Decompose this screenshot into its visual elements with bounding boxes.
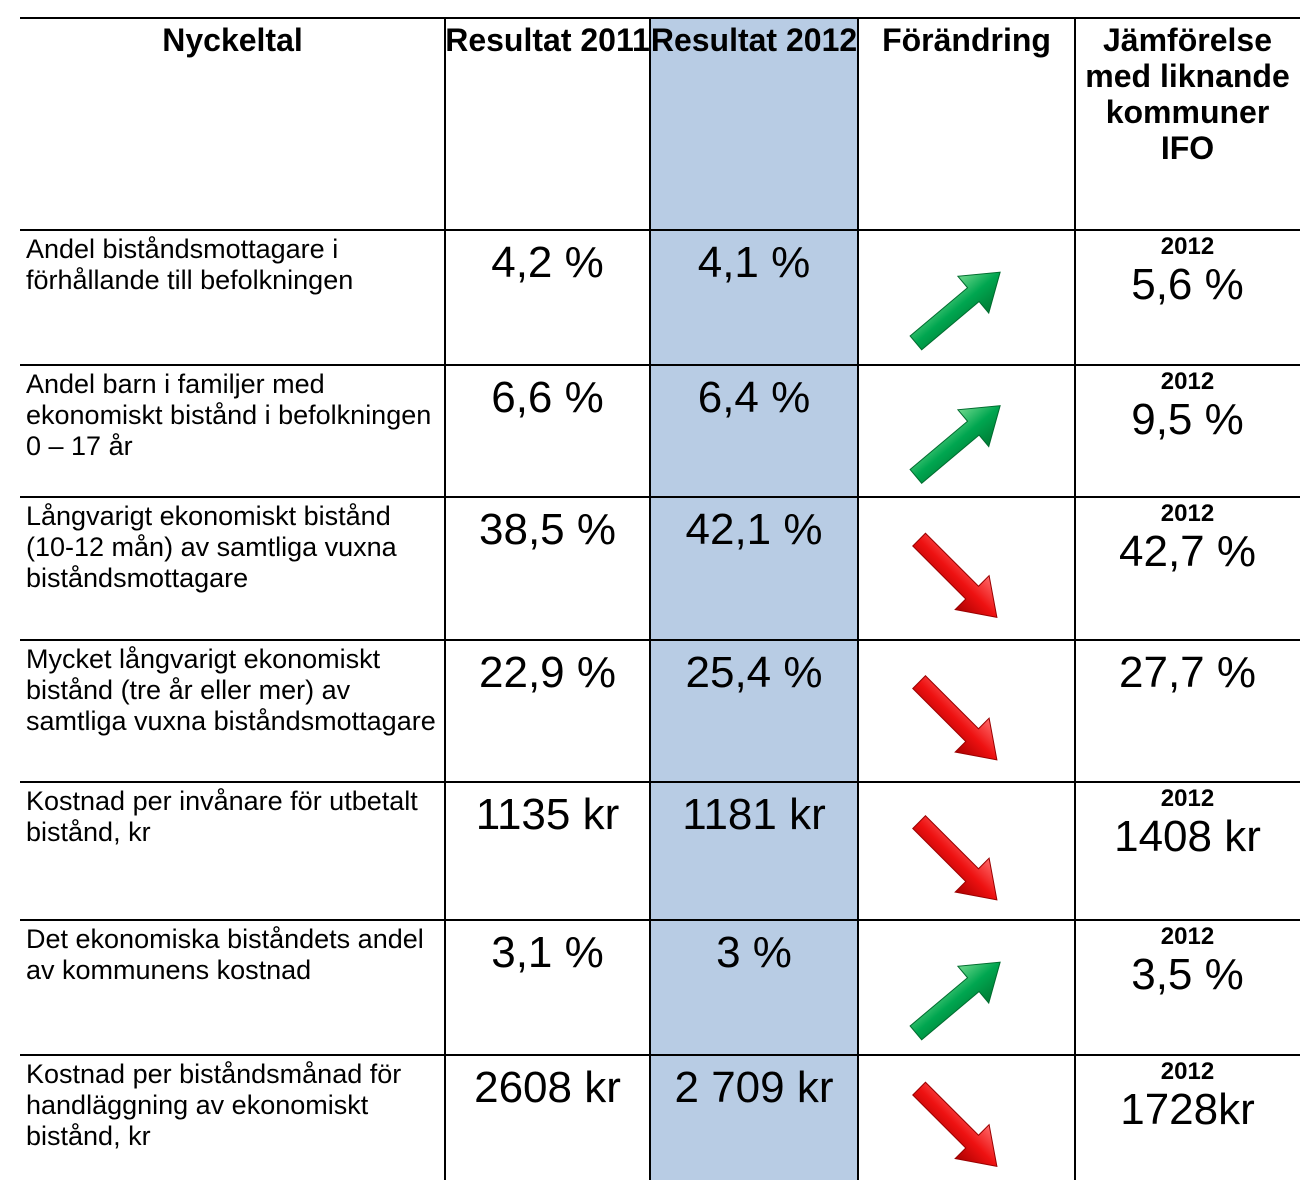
value-2011: 6,6 %: [491, 373, 604, 422]
header-cell: Jämförelse med liknande kommuner IFO: [1085, 22, 1290, 166]
arrow-up: [909, 271, 1001, 351]
compare-value: 1728kr: [1120, 1085, 1255, 1134]
value-2012: 25,4 %: [685, 648, 823, 697]
row-border: [20, 639, 1300, 641]
value-2011: 2608 kr: [474, 1063, 621, 1112]
row-border: [20, 229, 1300, 231]
compare-year: 2012: [1160, 233, 1215, 260]
row-label: Andel biståndsmottagare i förhållande ti…: [26, 234, 354, 295]
value-2012: 6,4 %: [697, 373, 811, 422]
row-label: Andel barn i familjer med ekonomiskt bis…: [26, 369, 432, 461]
compare-value: 5,6 %: [1131, 260, 1244, 309]
value-2012: 3 %: [716, 928, 792, 977]
arrow-down: [912, 1081, 998, 1168]
compare-year: 2012: [1160, 785, 1215, 812]
compare-year: 2012: [1160, 500, 1215, 527]
arrow-down: [912, 675, 998, 761]
compare-year: 2012: [1160, 923, 1215, 950]
col-border: [857, 18, 859, 1180]
value-2012: 1181 kr: [682, 790, 826, 839]
arrow-up: [909, 961, 1001, 1041]
col-border: [444, 18, 446, 1180]
row-label: Långvarigt ekonomiskt bistånd (10-12 mån…: [26, 501, 397, 593]
row-label: Mycket långvarigt ekonomiskt bistånd (tr…: [26, 644, 436, 736]
value-2011: 22,9 %: [479, 648, 616, 697]
header-cell: Förändring: [882, 22, 1051, 58]
header-cell: Resultat 2012: [650, 22, 858, 58]
value-2012: 2 709 kr: [674, 1063, 834, 1112]
highlight-column: [650, 18, 858, 1180]
value-2011: 4,2 %: [491, 238, 604, 287]
header-cell: Resultat 2011: [445, 22, 650, 58]
compare-value: 9,5 %: [1131, 395, 1244, 444]
row-border: [20, 781, 1300, 783]
col-border: [649, 18, 651, 1180]
arrow-down: [912, 532, 998, 619]
header-cell: Nyckeltal: [162, 22, 303, 58]
value-2011: 1135 kr: [475, 790, 620, 839]
value-2011: 3,1 %: [491, 928, 604, 977]
row-label: Kostnad per biståndsmånad för handläggni…: [26, 1059, 402, 1151]
compare-value: 27,7 %: [1119, 648, 1256, 697]
col-border: [1074, 18, 1076, 1180]
row-border: [20, 496, 1300, 498]
compare-year: 2012: [1160, 368, 1215, 395]
arrow-down: [912, 815, 998, 901]
row-border: [20, 364, 1300, 366]
compare-value: 1408 kr: [1114, 812, 1261, 861]
value-2012: 42,1 %: [685, 505, 823, 554]
compare-value: 3,5 %: [1131, 950, 1244, 999]
row-border: [20, 919, 1300, 921]
arrow-up: [909, 405, 1001, 484]
row-label: Det ekonomiska biståndets andel av kommu…: [26, 924, 424, 985]
value-2011: 38,5 %: [479, 505, 616, 554]
row-border: [20, 1054, 1300, 1056]
row-border: [20, 17, 1300, 19]
value-2012: 4,1 %: [697, 238, 811, 287]
compare-value: 42,7 %: [1119, 527, 1256, 576]
row-label: Kostnad per invånare för utbetalt bistån…: [26, 786, 418, 847]
compare-year: 2012: [1160, 1058, 1215, 1085]
